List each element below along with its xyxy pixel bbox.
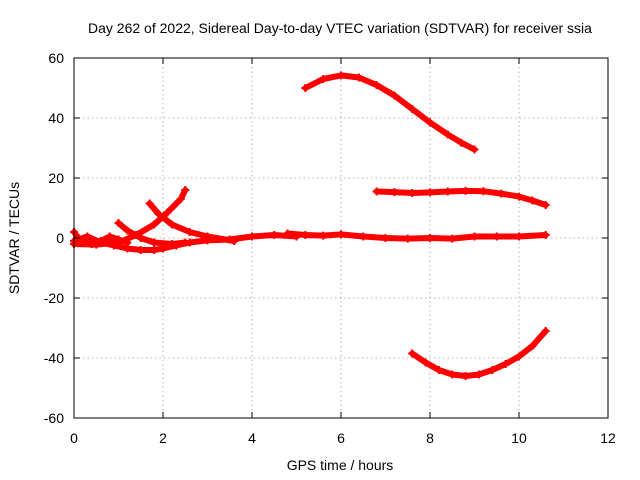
data-point	[515, 352, 523, 361]
data-point	[372, 187, 381, 196]
chart-title: Day 262 of 2022, Sidereal Day-to-day VTE…	[88, 20, 592, 36]
data-point	[78, 238, 87, 247]
x-tick-label: 10	[511, 430, 527, 446]
data-point	[515, 192, 523, 201]
data-point	[448, 370, 457, 379]
data-point	[87, 240, 96, 248]
data-point	[301, 231, 310, 239]
data-point	[114, 219, 123, 227]
data-point	[474, 370, 483, 379]
x-tick-label: 4	[248, 430, 256, 446]
data-point	[492, 232, 501, 241]
data-point	[145, 199, 154, 208]
data-point	[105, 232, 114, 241]
data-point	[372, 81, 381, 89]
data-point	[426, 188, 434, 197]
data-point	[479, 187, 488, 196]
data-point	[163, 208, 172, 217]
data-point	[150, 238, 159, 247]
data-point	[136, 234, 145, 242]
data-point	[150, 246, 159, 254]
data-point	[403, 234, 412, 243]
data-point	[470, 145, 479, 154]
data-point	[541, 201, 550, 209]
x-tick-label: 0	[70, 430, 78, 446]
data-point	[501, 360, 510, 368]
data-point	[541, 327, 550, 335]
data-point	[443, 130, 452, 139]
data-point	[457, 138, 466, 147]
x-tick-label: 8	[426, 430, 434, 446]
data-point	[150, 220, 159, 229]
data-point	[301, 84, 310, 92]
data-point	[470, 232, 479, 241]
data-point	[443, 187, 452, 196]
y-tick-label: -40	[44, 350, 64, 366]
data-point	[270, 231, 279, 239]
y-tick-label: 20	[48, 170, 64, 186]
data-point	[96, 237, 105, 245]
data-point	[337, 230, 345, 239]
data-point	[528, 342, 537, 350]
data-point	[408, 105, 417, 113]
x-tick-label: 6	[337, 430, 345, 446]
x-tick-label: 12	[600, 430, 616, 446]
y-tick-label: -20	[44, 290, 64, 306]
data-point	[461, 186, 470, 195]
data-point	[515, 232, 523, 241]
data-point	[528, 196, 537, 205]
data-point	[248, 232, 256, 241]
data-point	[230, 237, 239, 245]
data-point	[154, 210, 163, 218]
y-tick-label: 0	[56, 230, 64, 246]
data-point	[421, 358, 430, 367]
data-point	[283, 229, 292, 238]
data-point	[185, 228, 194, 236]
data-point	[337, 71, 345, 80]
x-axis-label: GPS time / hours	[287, 457, 394, 473]
data-point	[448, 234, 457, 243]
data-point	[114, 235, 123, 244]
data-point	[136, 246, 145, 254]
data-point	[488, 366, 497, 374]
data-point	[123, 238, 132, 247]
data-point	[319, 231, 328, 240]
data-point	[319, 75, 328, 83]
y-tick-label: -60	[44, 410, 64, 426]
data-point	[354, 73, 363, 82]
data-point	[381, 234, 390, 242]
data-point	[426, 234, 434, 242]
x-tick-label: 2	[159, 430, 167, 446]
data-point	[359, 232, 368, 241]
y-axis-label: SDTVAR / TECUs	[6, 182, 22, 294]
series-line-falling-arc-a	[146, 200, 238, 244]
data-point	[167, 240, 176, 248]
data-point	[541, 231, 550, 239]
data-point	[390, 188, 399, 197]
data-point	[167, 220, 176, 229]
data-point	[408, 189, 417, 197]
axis-ticks: 0 2 4 6 8 10 12 -60 -40 -20 0 20 40 60	[44, 50, 616, 446]
data-point	[176, 195, 185, 203]
y-tick-label: 40	[48, 110, 64, 126]
y-tick-label: 60	[48, 50, 64, 66]
data-point	[497, 189, 506, 198]
data-point	[83, 232, 92, 241]
data-point	[123, 226, 132, 235]
data-point	[434, 366, 443, 374]
data-point	[181, 238, 190, 247]
data-point	[426, 118, 434, 127]
data-point	[390, 91, 399, 100]
data-point	[181, 186, 190, 194]
data-point	[408, 349, 417, 358]
data-point	[203, 232, 212, 241]
data-point	[461, 372, 470, 380]
